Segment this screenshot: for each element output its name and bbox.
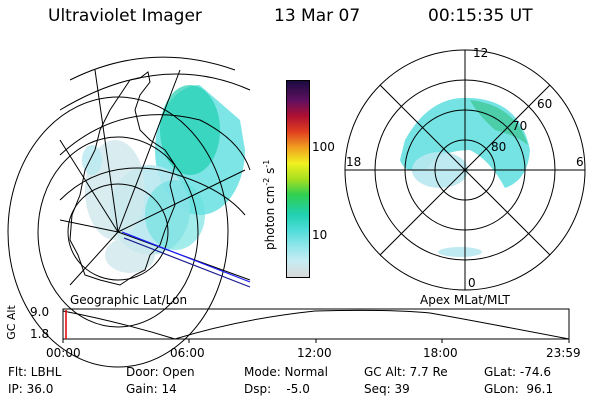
antarctic-coastline xyxy=(69,71,176,286)
colorbar xyxy=(286,80,310,278)
observation-date: 13 Mar 07 xyxy=(274,6,361,26)
geo-aurora-emission xyxy=(82,85,245,273)
altitude-curve xyxy=(62,309,570,340)
timeline-y-min: 1.8 xyxy=(30,327,50,341)
geo-grid-lines xyxy=(7,56,251,368)
time-label-1200: 12:00 xyxy=(297,346,332,360)
apex-panel-label: Apex MLat/MLT xyxy=(420,293,510,307)
info-gain: Gain: 14 xyxy=(126,382,177,396)
timeline-y-max: 9.0 xyxy=(30,305,50,319)
satellite-ground-track xyxy=(121,231,251,283)
info-dsp: Dsp: -5.0 xyxy=(244,382,310,396)
mlat-label-70: 70 xyxy=(512,119,528,133)
colorbar-tick-10: 10 xyxy=(312,228,328,242)
time-label-0600: 06:00 xyxy=(170,346,205,360)
mlat-label-60: 60 xyxy=(537,97,553,111)
mlat-label-80: 80 xyxy=(491,140,507,154)
info-glat: GLat: -74.6 xyxy=(484,365,551,379)
instrument-title: Ultraviolet Imager xyxy=(48,6,202,26)
info-glon: GLon: 96.1 xyxy=(484,382,554,396)
info-seq: Seq: 39 xyxy=(364,382,410,396)
mlt-label-18: 18 xyxy=(346,155,362,169)
info-ip: IP: 36.0 xyxy=(8,382,54,396)
mlt-label-12: 12 xyxy=(473,46,489,60)
time-label-1800: 18:00 xyxy=(423,346,458,360)
info-gc-alt: GC Alt: 7.7 Re xyxy=(364,365,448,379)
info-door: Door: Open xyxy=(126,365,195,379)
observation-time: 00:15:35 UT xyxy=(428,6,533,26)
colorbar-tick-100: 100 xyxy=(312,140,335,154)
mlt-label-6: 6 xyxy=(576,155,584,169)
geographic-panel-label: Geographic Lat/Lon xyxy=(70,293,188,307)
info-mode: Mode: Normal xyxy=(244,365,328,379)
apex-grid xyxy=(344,49,586,291)
mlt-label-0: 0 xyxy=(468,276,476,290)
time-label-2359: 23:59 xyxy=(546,346,581,360)
info-filter: Flt: LBHL xyxy=(8,365,62,379)
time-label-0000: 00:00 xyxy=(46,346,81,360)
